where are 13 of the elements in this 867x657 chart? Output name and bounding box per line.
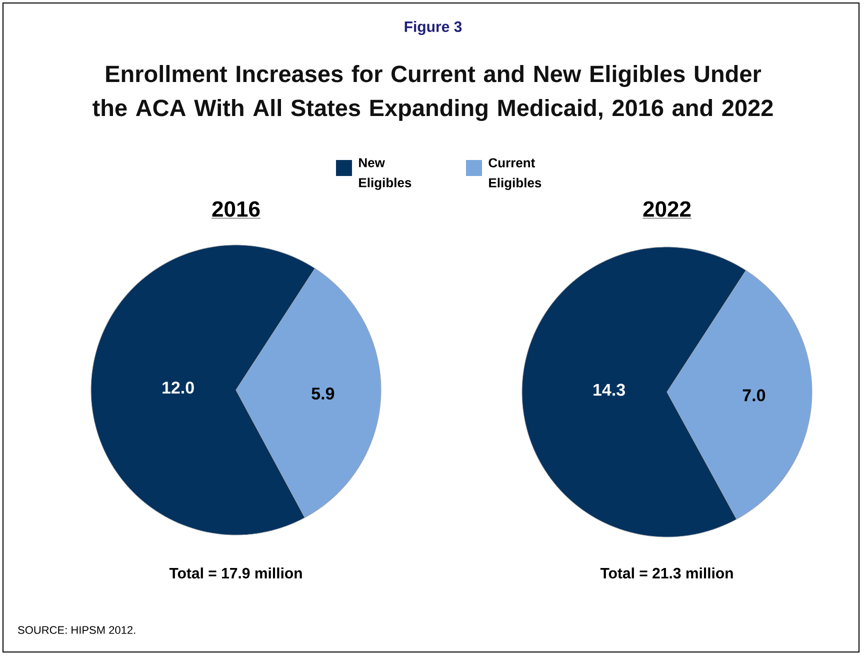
text: Figure 3 bbox=[404, 20, 462, 36]
legend-label: Current Eligibles bbox=[488, 158, 542, 190]
text: Total = 21.3 million bbox=[600, 567, 733, 579]
data-label: 14.3 bbox=[594, 384, 625, 396]
data-label: 5.9 bbox=[312, 388, 334, 400]
text: 2016 bbox=[212, 201, 260, 217]
data-label: 12.0 bbox=[162, 382, 194, 394]
source-note: SOURCE: HIPSM 2012. bbox=[18, 626, 136, 634]
chart-title: 2022 bbox=[643, 201, 691, 217]
text: Enrollment Increases for Current and New Eligibles Under the ACA With All States Expanding Medicaid, 2016 and 2022 bbox=[92, 65, 773, 121]
legend-label: New Eligibles bbox=[359, 158, 412, 190]
text: Total = 17.9 million bbox=[169, 568, 302, 579]
data-label: 7.0 bbox=[742, 389, 766, 402]
